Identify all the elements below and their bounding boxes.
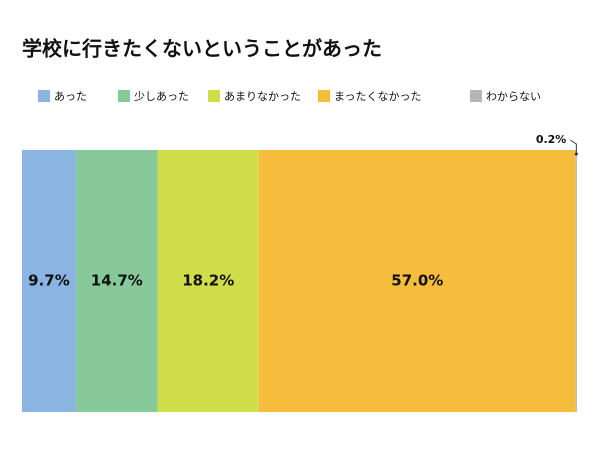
chart-title: 学校に行きたくないということがあった (22, 37, 382, 61)
leader-dot (574, 152, 578, 156)
value-label: 9.7% (28, 272, 70, 290)
legend-swatch (208, 90, 220, 102)
bar-segment (157, 150, 259, 412)
bar-segment (258, 150, 576, 412)
bar-segment (575, 150, 577, 412)
value-label: 57.0% (391, 272, 443, 290)
legend-label: まったくなかった (334, 90, 422, 103)
bar-segment (75, 150, 158, 412)
legend-swatch (318, 90, 330, 102)
value-label: 0.2% (536, 133, 567, 146)
legend-swatch (470, 90, 482, 102)
leader-line (570, 139, 577, 154)
value-label: 14.7% (91, 272, 143, 290)
legend-label: あまりなかった (224, 90, 301, 103)
legend-label: わからない (486, 90, 541, 103)
legend-label: あった (54, 90, 87, 103)
legend-label: 少しあった (134, 90, 189, 103)
value-label: 18.2% (182, 272, 234, 290)
bar-segment (22, 150, 76, 412)
legend-swatch (38, 90, 50, 102)
legend-swatch (118, 90, 130, 102)
